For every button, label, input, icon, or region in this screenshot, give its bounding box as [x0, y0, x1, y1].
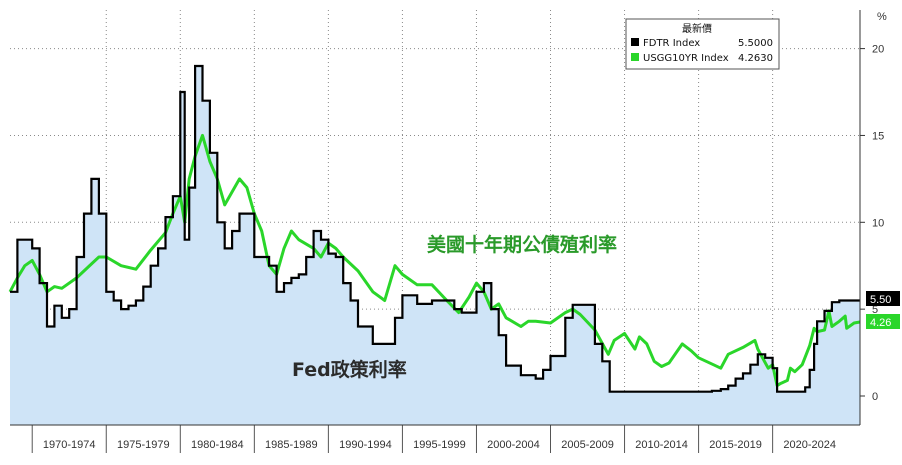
x-tick-label-1970-1974: 1970-1974 — [43, 439, 96, 451]
x-tick-label-2000-2004: 2000-2004 — [487, 439, 540, 451]
x-tick-label-1980-1984: 1980-1984 — [191, 439, 244, 451]
y-tick-label-5: 5 — [872, 304, 878, 316]
x-tick-label-2020-2024: 2020-2024 — [783, 439, 836, 451]
y-tick-label-0: 0 — [872, 391, 878, 403]
last-value-tag-fdtr: 5.50 — [870, 294, 891, 306]
legend-value-fdtr: 5.5000 — [738, 38, 773, 49]
last-value-tag-fdtr-box — [866, 291, 900, 306]
legend-entry-ust10y: USGG10YR Index — [643, 53, 729, 64]
series-lines — [8, 64, 861, 393]
x-tick-label-1985-1989: 1985-1989 — [265, 439, 318, 451]
last-value-tag-ust10y: 4.26 — [870, 317, 891, 329]
axes: 0 5 10 15 20 1970-1974 1975-1979 1980-1984 1985-… — [10, 10, 884, 453]
series-line-ust10y — [8, 133, 861, 388]
x-tick-label-2005-2009: 2005-2009 — [561, 439, 614, 451]
legend-entry-fdtr: FDTR Index — [643, 38, 700, 49]
legend-title: 最新價 — [682, 22, 712, 35]
x-tick-label-2010-2014: 2010-2014 — [635, 439, 688, 451]
last-value-tags: 5.50 4.26 — [866, 291, 900, 329]
y-tick-label-10: 10 — [872, 217, 884, 229]
series-line-fdtr — [10, 64, 860, 393]
legend-box — [625, 18, 780, 70]
y-axis-unit: % — [877, 11, 887, 23]
y-tick-label-20: 20 — [872, 44, 884, 56]
y-tick-label-15: 15 — [872, 130, 884, 142]
legend-swatch-fdtr — [631, 38, 639, 46]
x-tick-label-1995-1999: 1995-1999 — [413, 439, 466, 451]
legend: 最新價 FDTR Index 5.5000 USGG10YR Index 4.2… — [625, 18, 780, 70]
annotation-fed-rate: Fed政策利率 — [292, 358, 407, 381]
last-value-tag-ust10y-box — [866, 314, 900, 329]
x-tick-label-1975-1979: 1975-1979 — [117, 439, 170, 451]
annotation-10y-yield: 美國十年期公債殖利率 — [427, 233, 617, 256]
legend-swatch-ust10y — [631, 53, 639, 61]
fed-rate-area — [10, 66, 860, 425]
legend-value-ust10y: 4.2630 — [738, 53, 773, 64]
x-tick-label-1990-1994: 1990-1994 — [339, 439, 392, 451]
x-tick-label-2015-2019: 2015-2019 — [709, 439, 762, 451]
fed-area-layer — [10, 66, 860, 425]
